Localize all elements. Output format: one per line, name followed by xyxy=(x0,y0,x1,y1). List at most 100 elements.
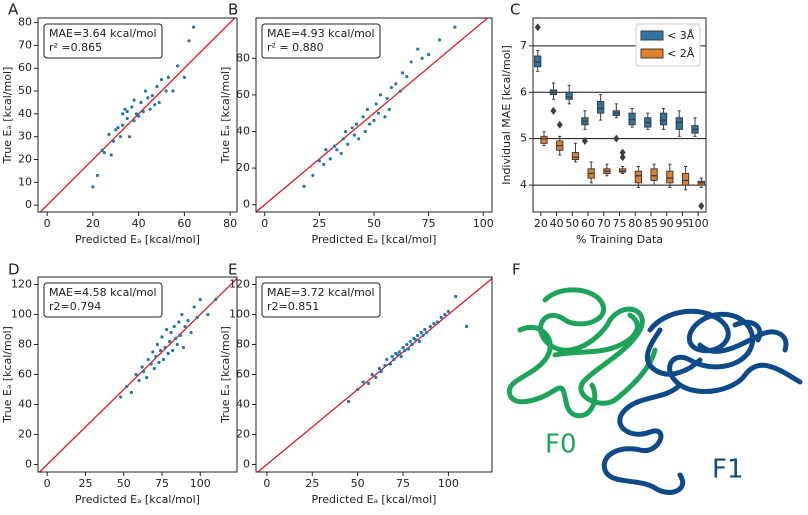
point xyxy=(164,327,169,332)
point xyxy=(189,330,193,335)
x-tick-label: 25 xyxy=(78,477,92,490)
y-tick-label: 100 xyxy=(229,308,250,321)
legend-label: < 3Å xyxy=(667,29,695,42)
y-axis-label: True Eₐ [kcal/mol] xyxy=(1,326,14,424)
identity-line xyxy=(257,277,492,472)
point xyxy=(157,100,161,105)
point xyxy=(396,353,400,357)
point xyxy=(134,372,138,377)
x-tick-label: 100 xyxy=(473,217,494,230)
x-tick-label: 25 xyxy=(312,217,326,230)
outlier xyxy=(581,136,588,145)
point xyxy=(125,116,129,121)
x-tick-label: 75 xyxy=(155,477,169,490)
x-tick-label: 0 xyxy=(44,217,51,230)
point xyxy=(137,114,141,118)
point xyxy=(180,312,184,317)
x-tick-label: 50 xyxy=(117,477,131,490)
point xyxy=(432,321,436,326)
point xyxy=(206,312,210,317)
point xyxy=(415,333,420,338)
box xyxy=(675,117,683,130)
box xyxy=(666,170,674,184)
chain-label: F0 xyxy=(545,430,577,460)
ribbon xyxy=(601,329,789,495)
point xyxy=(378,93,383,97)
point xyxy=(116,125,120,130)
point xyxy=(142,369,146,374)
x-axis-label: Predicted Eₐ [kcal/mol] xyxy=(75,233,200,246)
y-tick-label: 80 xyxy=(18,16,32,29)
legend-swatch xyxy=(640,48,664,59)
axes-frame xyxy=(37,17,238,213)
point xyxy=(127,135,132,139)
x-tick-label: 75 xyxy=(422,217,436,230)
ribbon xyxy=(506,312,640,419)
axes-frame xyxy=(255,17,493,213)
box xyxy=(619,168,627,173)
y-tick-label: 20 xyxy=(18,153,32,166)
outlier xyxy=(698,201,705,210)
panel: C 4 5 6 7 Individual MAE [kcal/mol] % Training… xyxy=(500,1,709,247)
y-tick-label: 7 xyxy=(520,39,527,52)
point xyxy=(109,153,113,157)
x-tick-label: 90 xyxy=(660,217,674,230)
point xyxy=(191,25,196,29)
annotation-box xyxy=(43,23,163,59)
y-tick-label: 40 xyxy=(236,398,250,411)
point xyxy=(428,324,432,329)
point xyxy=(454,294,458,299)
point xyxy=(183,324,187,329)
point xyxy=(182,75,186,79)
point xyxy=(398,89,402,93)
point xyxy=(376,111,380,115)
point xyxy=(370,372,374,377)
point xyxy=(335,148,339,152)
point xyxy=(350,126,354,130)
annotation-box xyxy=(43,282,163,318)
box xyxy=(534,55,542,68)
point xyxy=(129,390,133,395)
annotation-box xyxy=(261,23,381,59)
axes-frame xyxy=(37,276,238,473)
point xyxy=(352,133,356,137)
point xyxy=(387,107,391,112)
point xyxy=(102,151,106,155)
panel-label: C xyxy=(510,1,520,19)
legend-label: < 2Å xyxy=(667,47,695,60)
x-tick-label: 100 xyxy=(688,217,709,230)
point xyxy=(421,333,425,338)
point xyxy=(383,115,387,119)
point xyxy=(154,354,158,359)
chain-label: F1 xyxy=(712,455,744,485)
y-tick-label: 4 xyxy=(520,178,527,191)
point xyxy=(174,336,178,341)
y-axis-label: Individual MAE [kcal/mol] xyxy=(500,45,513,185)
point xyxy=(160,335,164,339)
x-axis-label: % Training Data xyxy=(576,233,663,246)
point xyxy=(132,119,136,123)
identity-line xyxy=(256,18,489,212)
point xyxy=(346,399,351,404)
point xyxy=(166,351,170,356)
point xyxy=(385,96,389,101)
point xyxy=(157,360,161,365)
x-tick-label: 75 xyxy=(396,477,410,490)
x-tick-label: 25 xyxy=(305,477,319,490)
x-tick-label: 70 xyxy=(597,217,611,230)
panel: E 0 20 40 60 80 100 120 True Eₐ [kcal/mol] Predic… xyxy=(219,261,493,506)
ribbon xyxy=(644,319,763,377)
point xyxy=(121,112,125,116)
point xyxy=(328,157,332,161)
y-tick-label: 60 xyxy=(236,88,250,101)
outlier xyxy=(534,23,541,32)
point xyxy=(446,309,451,314)
point xyxy=(420,56,424,60)
point xyxy=(121,123,125,127)
identity-line xyxy=(39,278,237,472)
box xyxy=(571,152,580,161)
point xyxy=(385,357,389,362)
y-tick-label: 5 xyxy=(520,132,527,145)
box xyxy=(634,170,643,184)
